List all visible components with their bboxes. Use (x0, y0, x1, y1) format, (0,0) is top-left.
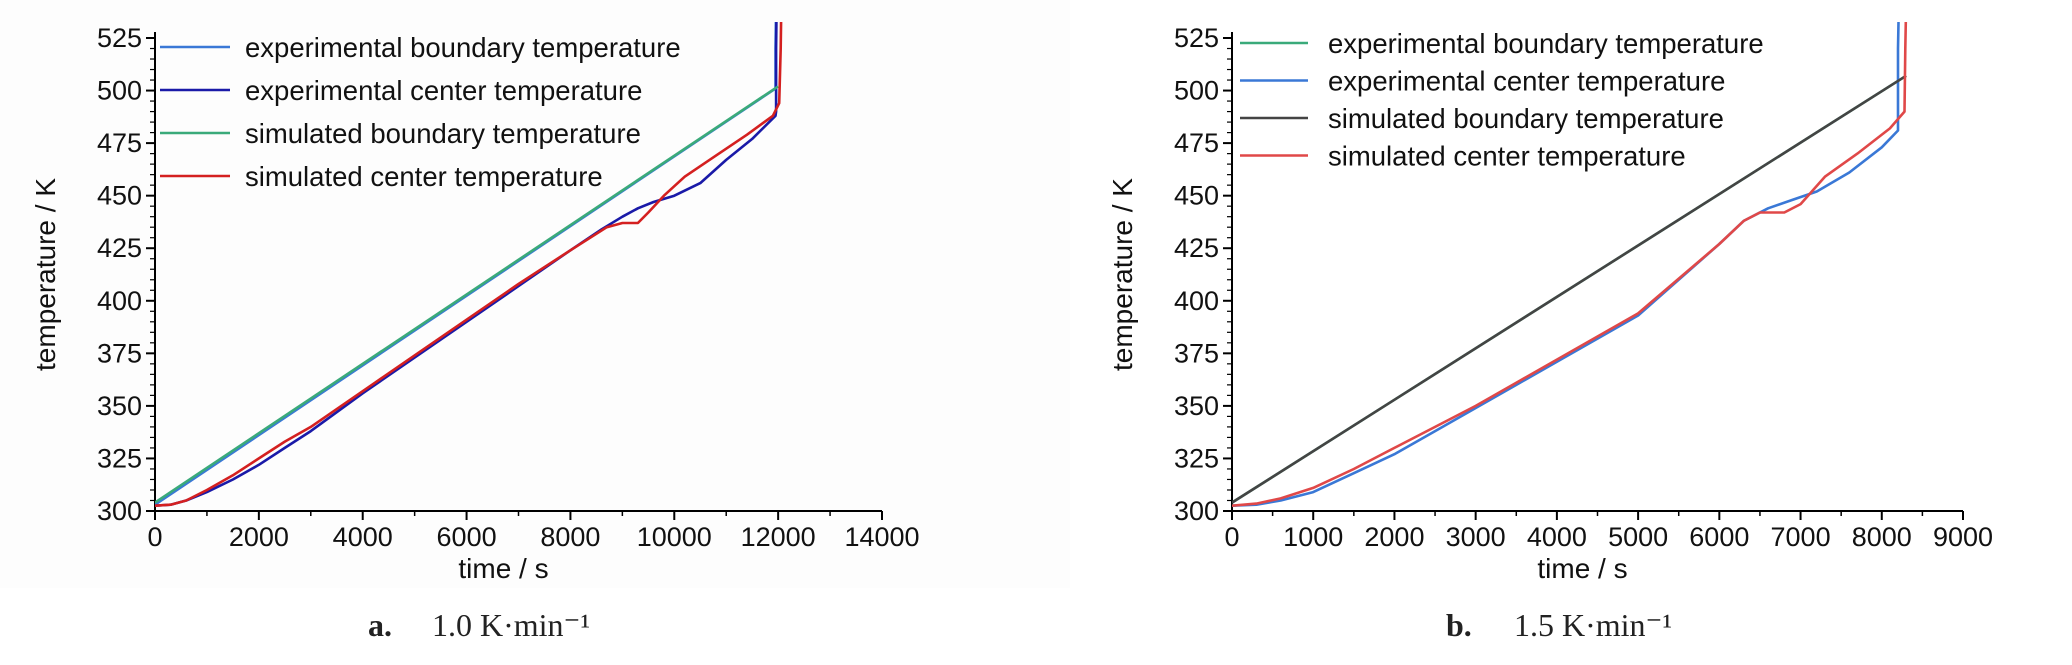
y-tick-label: 500 (1174, 76, 1219, 106)
x-tick-label: 4000 (333, 522, 393, 552)
x-tick-label: 4000 (1527, 522, 1587, 552)
y-tick-label: 475 (1174, 128, 1219, 158)
y-axis-title: temperature / K (30, 178, 61, 371)
x-axis-title: time / s (1537, 553, 1627, 584)
y-tick-label: 300 (1174, 496, 1219, 526)
legend-label: simulated boundary temperature (245, 118, 641, 149)
series-line-4 (1232, 22, 1908, 507)
y-axis-title: temperature / K (1107, 178, 1138, 371)
plot-area (1232, 22, 1908, 507)
x-tick-label: 2000 (1364, 522, 1424, 552)
x-tick-label: 12000 (741, 522, 816, 552)
legend-label: experimental center temperature (1328, 66, 1725, 97)
panel-caption: 1.0 K·min⁻¹ (432, 607, 590, 643)
x-tick-label: 6000 (1689, 522, 1749, 552)
panel-letter: a. (368, 607, 392, 643)
legend-label: simulated boundary temperature (1328, 103, 1724, 134)
x-tick-label: 14000 (844, 522, 919, 552)
y-tick-label: 375 (97, 338, 142, 368)
x-tick-label: 6000 (437, 522, 497, 552)
y-tick-label: 350 (1174, 391, 1219, 421)
y-tick-label: 325 (97, 443, 142, 473)
y-tick-label: 450 (97, 181, 142, 211)
x-tick-label: 2000 (229, 522, 289, 552)
y-tick-label: 425 (1174, 233, 1219, 263)
y-tick-label: 325 (1174, 443, 1219, 473)
y-tick-label: 475 (97, 128, 142, 158)
legend-label: experimental boundary temperature (245, 32, 681, 63)
panel-b: 0 1000 2000 3000 4000 5000 6000 7000 8000 9000 300… (1107, 22, 1993, 643)
series-line-4 (155, 22, 783, 507)
x-tick-label: 0 (1224, 522, 1239, 552)
x-tick-label: 10000 (637, 522, 712, 552)
y-tick-label: 350 (97, 391, 142, 421)
y-tick-label: 525 (97, 23, 142, 53)
x-tick-label: 8000 (1852, 522, 1912, 552)
legend-label: experimental center temperature (245, 75, 642, 106)
x-tick-label: 5000 (1608, 522, 1668, 552)
x-axis-title: time / s (458, 553, 548, 584)
series-line-2 (1232, 22, 1900, 507)
y-tick-label: 400 (97, 286, 142, 316)
panel-a: 0 2000 4000 6000 8000 10000 12000 14000 300 325 35… (30, 22, 920, 643)
y-tick-label: 425 (97, 233, 142, 263)
y-tick-label: 375 (1174, 338, 1219, 368)
y-tick-label: 400 (1174, 286, 1219, 316)
x-tick-label: 1000 (1283, 522, 1343, 552)
y-tick-label: 500 (97, 76, 142, 106)
panel-letter: b. (1446, 607, 1472, 643)
y-tick-label: 450 (1174, 181, 1219, 211)
legend-label: simulated center temperature (1328, 141, 1686, 172)
series-line-3 (1232, 74, 1907, 504)
plot-area (155, 22, 783, 507)
x-tick-label: 9000 (1933, 522, 1993, 552)
x-tick-label: 3000 (1446, 522, 1506, 552)
x-tick-label: 0 (147, 522, 162, 552)
y-tick-label: 300 (97, 496, 142, 526)
legend-label: simulated center temperature (245, 161, 603, 192)
x-tick-label: 7000 (1771, 522, 1831, 552)
x-tick-label: 8000 (540, 522, 600, 552)
legend-label: experimental boundary temperature (1328, 28, 1764, 59)
series-line-3 (155, 85, 779, 504)
panel-caption: 1.5 K·min⁻¹ (1514, 607, 1672, 643)
y-tick-label: 525 (1174, 23, 1219, 53)
